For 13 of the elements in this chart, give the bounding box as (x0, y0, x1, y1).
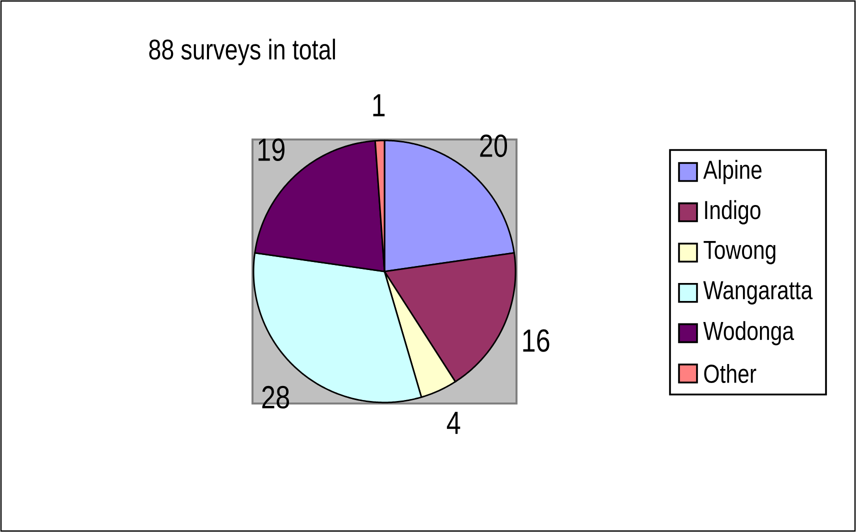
data-label: 16 (523, 329, 550, 352)
legend-label: Towong (704, 240, 776, 264)
data-label: 4 (446, 412, 460, 434)
data-label: 19 (258, 138, 284, 162)
legend-label: Wangaratta (703, 281, 813, 305)
legend-label: Alpine (703, 160, 762, 184)
legend-label: Wodonga (703, 321, 794, 346)
legend-label: Indigo (705, 200, 760, 224)
legend-label: Other (704, 364, 756, 384)
data-label: 28 (262, 386, 290, 409)
data-label: 1 (373, 94, 385, 116)
data-label: 20 (480, 134, 508, 158)
chart-title: 88 surveys in total (149, 38, 335, 66)
